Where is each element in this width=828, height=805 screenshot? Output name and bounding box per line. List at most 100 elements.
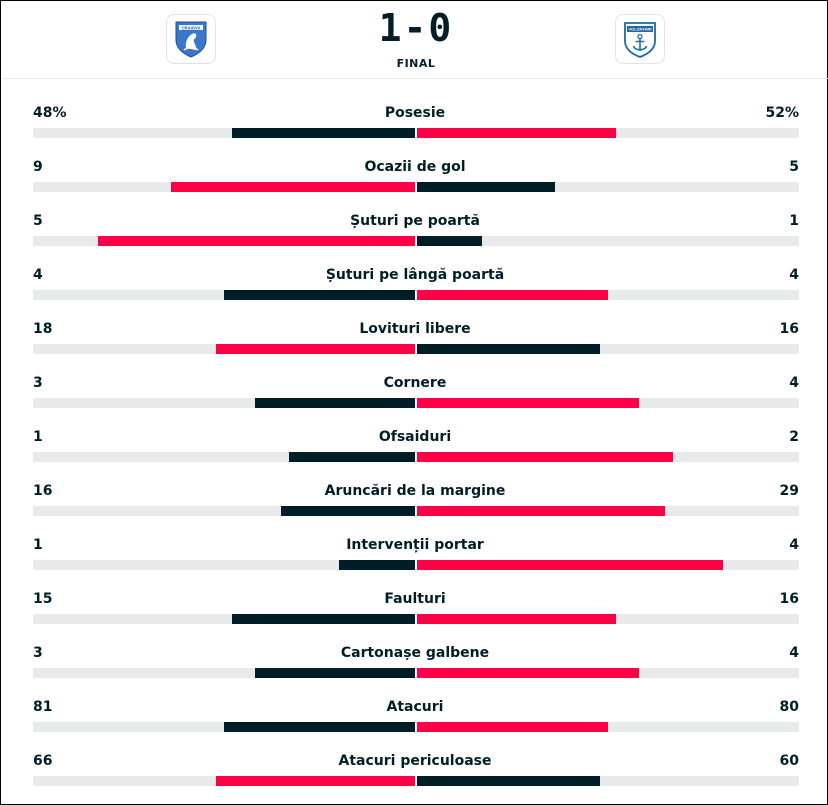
away-stat-bar-fill bbox=[417, 182, 555, 192]
away-stat-value: 2 bbox=[789, 429, 799, 445]
home-stat-value: 18 bbox=[33, 321, 53, 337]
stat-label: Lovituri libere bbox=[359, 321, 471, 337]
home-stat-bar-fill bbox=[339, 560, 415, 570]
away-stat-bar bbox=[417, 722, 799, 732]
home-stat-value: 15 bbox=[33, 591, 53, 607]
home-stat-value: 4 bbox=[33, 267, 43, 283]
away-stat-bar-fill bbox=[417, 290, 608, 300]
home-stat-bar bbox=[33, 290, 415, 300]
away-stat-bar bbox=[417, 452, 799, 462]
away-stat-value: 60 bbox=[779, 753, 799, 769]
away-logo-text: VOLUNTARI bbox=[628, 27, 651, 32]
statistics-list: 48% Posesie 52% 9 Ocazii de gol 5 5 Șuturi pe p… bbox=[1, 98, 828, 800]
home-stat-value: 66 bbox=[33, 753, 53, 769]
away-stat-bar bbox=[417, 236, 799, 246]
home-team-logo[interactable]: CRAIOVA bbox=[166, 14, 216, 64]
stat-label: Atacuri bbox=[386, 699, 444, 715]
away-stat-value: 16 bbox=[779, 591, 799, 607]
away-stat-bar bbox=[417, 614, 799, 624]
match-status: FINAL bbox=[396, 57, 436, 70]
stat-label: Cornere bbox=[383, 375, 447, 391]
match-score: 1-0 bbox=[378, 6, 454, 50]
away-stat-value: 1 bbox=[789, 213, 799, 229]
away-stat-bar bbox=[417, 506, 799, 516]
home-stat-bar bbox=[33, 398, 415, 408]
stat-row-posesie: 48% Posesie 52% bbox=[1, 98, 828, 152]
stat-label: Aruncări de la margine bbox=[324, 483, 506, 499]
away-stat-bar bbox=[417, 182, 799, 192]
home-logo-text: CRAIOVA bbox=[182, 25, 201, 30]
away-stat-bar-fill bbox=[417, 128, 616, 138]
away-stat-value: 29 bbox=[779, 483, 799, 499]
away-stat-bar-fill bbox=[417, 452, 673, 462]
home-stat-bar-fill bbox=[216, 776, 415, 786]
home-stat-value: 1 bbox=[33, 429, 43, 445]
away-stat-bar bbox=[417, 290, 799, 300]
home-stat-bar-fill bbox=[281, 506, 415, 516]
home-stat-bar bbox=[33, 236, 415, 246]
away-stat-bar-fill bbox=[417, 722, 608, 732]
stat-row-aruncari-de-la-margine: 16 Aruncări de la margine 29 bbox=[1, 476, 828, 530]
home-stat-bar-fill bbox=[289, 452, 415, 462]
stat-label: Intervenții portar bbox=[346, 537, 484, 553]
home-stat-value: 81 bbox=[33, 699, 53, 715]
away-stat-bar-fill bbox=[417, 614, 616, 624]
stat-row-atacuri: 81 Atacuri 80 bbox=[1, 692, 828, 746]
anchor-crest-icon: VOLUNTARI bbox=[624, 22, 656, 58]
home-stat-value: 16 bbox=[33, 483, 53, 499]
away-stat-value: 52% bbox=[765, 105, 799, 121]
away-stat-value: 4 bbox=[789, 267, 799, 283]
match-header: CRAIOVA 1-0 FINAL VOLUNTARI bbox=[2, 2, 828, 79]
stat-row-faulturi: 15 Faulturi 16 bbox=[1, 584, 828, 638]
home-stat-value: 9 bbox=[33, 159, 43, 175]
stat-row-ofsaiduri: 1 Ofsaiduri 2 bbox=[1, 422, 828, 476]
home-stat-bar bbox=[33, 452, 415, 462]
home-stat-bar bbox=[33, 506, 415, 516]
away-stat-bar bbox=[417, 560, 799, 570]
away-stat-bar-fill bbox=[417, 560, 723, 570]
home-stat-bar-fill bbox=[224, 722, 415, 732]
home-stat-bar-fill bbox=[255, 668, 415, 678]
away-stat-value: 80 bbox=[779, 699, 799, 715]
away-stat-bar bbox=[417, 128, 799, 138]
stat-row-suturi-pe-poarta: 5 Șuturi pe poartă 1 bbox=[1, 206, 828, 260]
stat-row-interventii-portar: 1 Intervenții portar 4 bbox=[1, 530, 828, 584]
home-stat-bar-fill bbox=[171, 182, 415, 192]
away-stat-bar bbox=[417, 398, 799, 408]
home-stat-bar bbox=[33, 182, 415, 192]
stat-label: Ocazii de gol bbox=[364, 159, 466, 175]
away-team-logo[interactable]: VOLUNTARI bbox=[615, 14, 665, 64]
home-stat-bar-fill bbox=[232, 614, 415, 624]
away-stat-bar-fill bbox=[417, 398, 639, 408]
away-stat-value: 4 bbox=[789, 375, 799, 391]
stat-label: Șuturi pe lângă poartă bbox=[325, 267, 505, 283]
home-stat-bar bbox=[33, 776, 415, 786]
away-stat-bar bbox=[417, 668, 799, 678]
stat-row-cornere: 3 Cornere 4 bbox=[1, 368, 828, 422]
home-stat-value: 48% bbox=[33, 105, 67, 121]
away-stat-value: 16 bbox=[779, 321, 799, 337]
home-stat-bar bbox=[33, 344, 415, 354]
home-stat-bar-fill bbox=[224, 290, 415, 300]
away-stat-bar-fill bbox=[417, 236, 482, 246]
home-stat-value: 3 bbox=[33, 645, 43, 661]
away-stat-bar bbox=[417, 344, 799, 354]
home-stat-bar-fill bbox=[98, 236, 415, 246]
home-stat-bar-fill bbox=[232, 128, 415, 138]
stat-label: Șuturi pe poartă bbox=[350, 213, 480, 229]
home-stat-value: 5 bbox=[33, 213, 43, 229]
home-stat-bar bbox=[33, 128, 415, 138]
away-stat-value: 4 bbox=[789, 537, 799, 553]
home-stat-value: 3 bbox=[33, 375, 43, 391]
stat-label: Faulturi bbox=[384, 591, 446, 607]
stat-row-ocazii-de-gol: 9 Ocazii de gol 5 bbox=[1, 152, 828, 206]
away-stat-bar-fill bbox=[417, 776, 600, 786]
stat-row-atacuri-periculoase: 66 Atacuri periculoase 60 bbox=[1, 746, 828, 800]
shield-icon: CRAIOVA bbox=[175, 21, 207, 58]
away-stat-value: 5 bbox=[789, 159, 799, 175]
home-stat-bar bbox=[33, 614, 415, 624]
stat-row-suturi-pe-langa-poarta: 4 Șuturi pe lângă poartă 4 bbox=[1, 260, 828, 314]
stat-label: Ofsaiduri bbox=[378, 429, 452, 445]
home-stat-bar bbox=[33, 722, 415, 732]
